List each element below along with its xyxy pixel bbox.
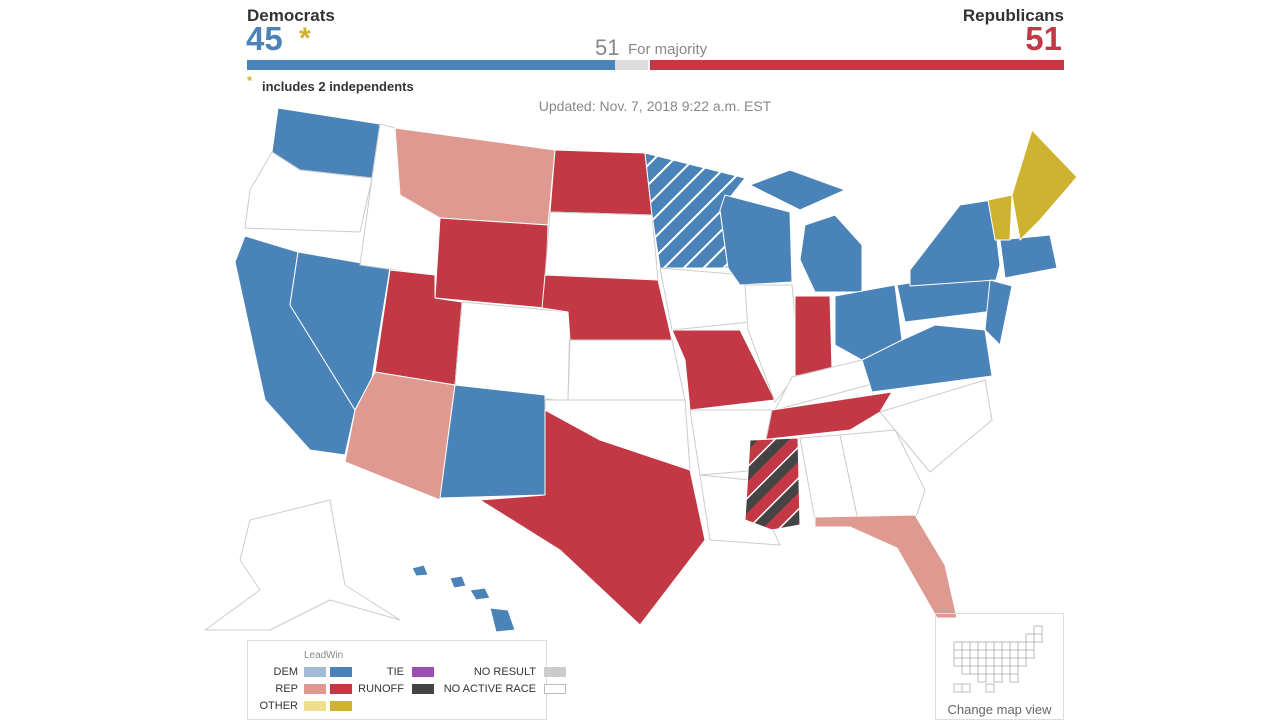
dem-bar: [247, 60, 615, 70]
states: [204, 107, 1078, 633]
legend-label: OTHER: [259, 700, 299, 712]
legend-swatch: [330, 701, 352, 711]
legend-swatch: [304, 667, 326, 677]
legend-swatch: [412, 667, 434, 677]
map-thumbnail: [953, 625, 1043, 693]
note-text: includes 2 independents: [262, 79, 414, 94]
change-map-view-label[interactable]: Change map view: [947, 702, 1052, 717]
legend-label: TIE: [386, 666, 404, 678]
legend-label: RUNOFF: [358, 683, 404, 695]
legend: Lead Win DEM REP OTHER TIE RUNOFF NO RESULT NO A…: [247, 640, 566, 720]
rep-bar: [648, 60, 1064, 70]
legend-label: NO RESULT: [473, 666, 536, 678]
legend-lead-header: Lead: [304, 650, 327, 661]
rep-label: Republicans: [962, 6, 1064, 25]
legend-swatch: [304, 701, 326, 711]
dem-seats: 45: [246, 20, 283, 57]
note-mark: *: [247, 73, 253, 88]
legend-swatch: [330, 684, 352, 694]
legend-swatch: [544, 667, 566, 677]
change-map-view[interactable]: Change map view: [935, 613, 1064, 720]
dem-label: Democrats: [247, 6, 335, 25]
legend-label: NO ACTIVE RACE: [443, 683, 536, 695]
rep-seats: 51: [1025, 20, 1062, 57]
seat-bar: [247, 60, 1064, 70]
majority-label: For majority: [628, 41, 708, 58]
dem-asterisk: *: [299, 22, 311, 55]
legend-label: REP: [275, 683, 298, 695]
majority-number: 51: [595, 35, 620, 60]
legend-label: DEM: [273, 666, 298, 678]
legend-win-header: Win: [326, 650, 344, 661]
legend-swatch: [412, 684, 434, 694]
legend-swatch: [330, 667, 352, 677]
undecided-bar: [615, 60, 648, 70]
updated: Updated: Nov. 7, 2018 9:22 a.m. EST: [538, 98, 772, 114]
legend-swatch: [544, 684, 566, 694]
legend-swatch: [304, 684, 326, 694]
